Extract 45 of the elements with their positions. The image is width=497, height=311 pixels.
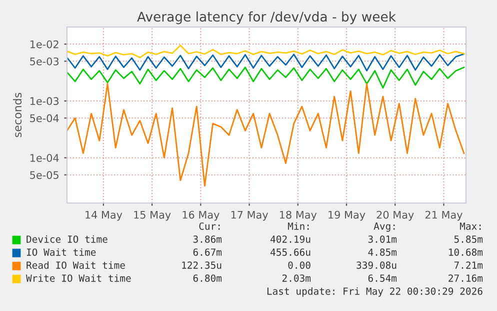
text: Avg:	[374, 222, 395, 232]
text: Max:	[460, 222, 481, 230]
text: 402.19u	[270, 235, 310, 243]
text: 6.80m	[193, 274, 222, 282]
text: Min:	[288, 222, 309, 230]
x-tick-label: 20 May	[376, 210, 414, 221]
x-tick-label: 19 May	[328, 210, 366, 221]
text: 3.01m	[368, 235, 397, 243]
text: 2.03m	[282, 274, 311, 282]
x-tick-label: 15 May	[134, 210, 171, 221]
y-tick-label: 5e-03	[30, 57, 59, 66]
text: 6.67m	[193, 248, 222, 256]
chart-title: Average latency for /dev/vda - by week	[137, 11, 396, 24]
y-tick-label: 1e-03	[30, 97, 59, 106]
text: 0.00	[288, 261, 310, 269]
line-series	[67, 53, 465, 72]
legend-label: Read IO Wait time	[26, 261, 125, 269]
legend-label: IO Wait time	[26, 248, 96, 256]
x-tick-label: 17 May	[231, 210, 268, 221]
legend-label: Device IO time	[26, 235, 108, 243]
legend-label: Write IO Wait time	[26, 274, 131, 282]
text: 122.35u	[182, 261, 222, 269]
text: 4.85m	[368, 248, 397, 256]
y-tick-label: 1e-02	[30, 40, 58, 48]
y-axis-title: seconds	[13, 92, 22, 138]
x-tick-label: 14 May	[86, 210, 122, 221]
text: Last update: Fri May 22 00:30:29 2026	[267, 287, 482, 297]
y-tick-label: 5e-04	[30, 114, 59, 122]
x-tick-label: 21 May	[425, 210, 462, 221]
y-tick-label: 1e-04	[30, 154, 59, 162]
text: 3.86m	[193, 235, 222, 243]
text: 6.54m	[368, 274, 397, 282]
text: 339.08u	[356, 261, 396, 269]
line-series	[67, 83, 465, 187]
text: 455.66u	[270, 248, 310, 256]
y-tick-label: 5e-05	[30, 171, 58, 179]
line-series	[67, 44, 465, 58]
text: Cur:	[199, 222, 220, 230]
line-series	[67, 66, 465, 89]
text: 10.68m	[449, 248, 483, 256]
x-tick-label: 18 May	[280, 210, 317, 221]
x-tick-label: 16 May	[182, 210, 220, 221]
text: 5.85m	[454, 235, 483, 243]
text: 27.16m	[448, 274, 483, 282]
text: 7.21m	[454, 261, 483, 269]
